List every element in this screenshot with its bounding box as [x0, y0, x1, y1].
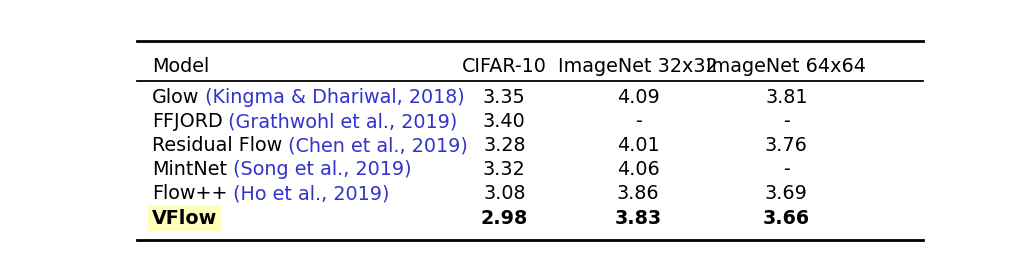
Text: ImageNet 64x64: ImageNet 64x64	[706, 57, 866, 76]
Text: (Grathwohl et al., 2019): (Grathwohl et al., 2019)	[222, 112, 458, 131]
Text: Flow++: Flow++	[152, 184, 227, 203]
Text: 3.76: 3.76	[765, 136, 808, 155]
Text: Residual Flow: Residual Flow	[152, 136, 282, 155]
Text: 3.32: 3.32	[483, 160, 525, 179]
Text: Model: Model	[152, 57, 209, 76]
Text: 4.06: 4.06	[616, 160, 660, 179]
Text: 4.09: 4.09	[616, 88, 660, 107]
Text: 3.40: 3.40	[483, 112, 525, 131]
Text: (Ho et al., 2019): (Ho et al., 2019)	[227, 184, 390, 203]
Text: FFJORD: FFJORD	[152, 112, 222, 131]
Text: 2.98: 2.98	[481, 208, 528, 227]
Text: (Kingma & Dhariwal, 2018): (Kingma & Dhariwal, 2018)	[200, 88, 465, 107]
Text: 3.81: 3.81	[765, 88, 808, 107]
Text: 3.83: 3.83	[614, 208, 662, 227]
Text: (Song et al., 2019): (Song et al., 2019)	[226, 160, 412, 179]
Text: 4.01: 4.01	[617, 136, 660, 155]
Text: -: -	[783, 112, 790, 131]
Text: (Chen et al., 2019): (Chen et al., 2019)	[282, 136, 467, 155]
Text: VFlow: VFlow	[152, 208, 217, 227]
Text: CIFAR-10: CIFAR-10	[462, 57, 547, 76]
Text: -: -	[635, 112, 641, 131]
Text: Glow: Glow	[152, 88, 200, 107]
Text: -: -	[783, 160, 790, 179]
Text: 3.86: 3.86	[617, 184, 660, 203]
Text: 3.66: 3.66	[763, 208, 810, 227]
Text: 3.28: 3.28	[483, 136, 525, 155]
Text: ImageNet 32x32: ImageNet 32x32	[558, 57, 718, 76]
Text: 3.69: 3.69	[765, 184, 808, 203]
FancyBboxPatch shape	[148, 205, 221, 231]
Text: MintNet: MintNet	[152, 160, 226, 179]
Text: 3.35: 3.35	[483, 88, 525, 107]
Text: 3.08: 3.08	[483, 184, 525, 203]
